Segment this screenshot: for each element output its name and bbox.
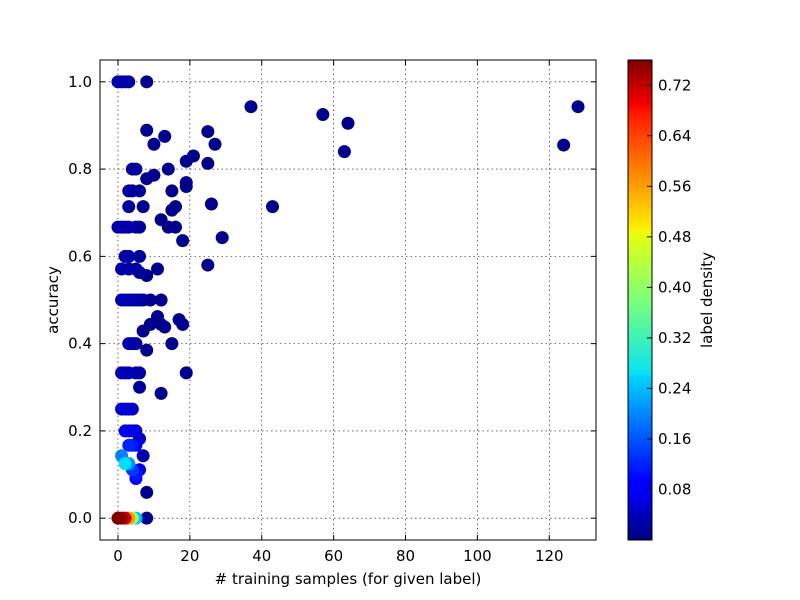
scatter-point — [136, 324, 150, 338]
y-tick-label: 0.0 — [68, 509, 92, 527]
scatter-point — [266, 200, 280, 214]
scatter-point — [122, 220, 136, 234]
colorbar-tick-label: 0.40 — [658, 278, 691, 296]
scatter-point — [215, 231, 229, 245]
scatter-point — [341, 116, 355, 130]
x-axis-ticks: 0 20 40 60 80 100 120 — [113, 60, 564, 565]
scatter-point — [204, 197, 218, 211]
x-axis-title: # training samples (for given label) — [215, 570, 482, 588]
scatter-point — [179, 366, 193, 380]
scatter-point — [201, 125, 215, 139]
scatter-point — [154, 386, 168, 400]
grid-lines — [100, 60, 596, 540]
scatter-point — [165, 184, 179, 198]
colorbar-tick-label: 0.08 — [658, 480, 691, 498]
scatter-point — [122, 75, 136, 89]
scatter-point — [122, 424, 136, 438]
colorbar-tick-label: 0.56 — [658, 177, 691, 195]
scatter-point — [118, 457, 132, 471]
scatter-point — [165, 337, 179, 351]
scatter-point — [136, 200, 150, 214]
x-tick-label: 0 — [113, 547, 123, 565]
scatter-point — [122, 293, 136, 307]
x-tick-label: 80 — [396, 547, 415, 565]
colorbar-tick-label: 0.32 — [658, 329, 691, 347]
x-tick-label: 20 — [180, 547, 199, 565]
scatter-point — [133, 184, 147, 198]
scatter-point — [133, 249, 147, 263]
colorbar-tick-label: 0.72 — [658, 76, 691, 94]
scatter-point — [165, 203, 179, 217]
scatter-point — [151, 262, 165, 276]
scatter-point — [133, 266, 147, 280]
scatter-point — [111, 511, 125, 525]
scatter-point — [140, 75, 154, 89]
scatter-point — [316, 108, 330, 122]
y-axis-title: accuracy — [44, 266, 62, 334]
scatter-point — [201, 258, 215, 272]
scatter-point — [133, 380, 147, 394]
y-tick-label: 1.0 — [68, 73, 92, 91]
scatter-point — [147, 168, 161, 182]
colorbar-tick-label: 0.16 — [658, 430, 691, 448]
scatter-point — [122, 200, 136, 214]
y-tick-label: 0.8 — [68, 160, 92, 178]
colorbar-tick-label: 0.24 — [658, 379, 691, 397]
scatter-point — [129, 162, 143, 176]
x-tick-label: 40 — [252, 547, 271, 565]
scatter-point — [140, 511, 154, 525]
scatter-point — [179, 154, 193, 168]
colorbar-tick-label: 0.64 — [658, 127, 691, 145]
colorbar-tick-label: 0.48 — [658, 228, 691, 246]
scatter-point — [168, 220, 182, 234]
colorbar — [627, 59, 653, 541]
scatter-point — [176, 317, 190, 331]
scatter-point — [133, 220, 147, 234]
scatter-point — [176, 234, 190, 248]
scatter-point — [122, 262, 136, 276]
x-tick-label: 60 — [324, 547, 343, 565]
scatter-point — [179, 180, 193, 194]
scatter-point — [244, 100, 258, 114]
scatter-point — [122, 366, 136, 380]
y-tick-label: 0.2 — [68, 422, 92, 440]
scatter-point — [122, 249, 136, 263]
colorbar-ticks: 0.08 0.16 0.24 0.32 0.40 0.48 0.56 0.64 0.72 — [647, 76, 691, 498]
x-tick-label: 120 — [535, 547, 564, 565]
scatter-point — [158, 129, 172, 143]
scatter-point — [201, 156, 215, 170]
y-axis-ticks: 0.0 0.2 0.4 0.6 0.8 1.0 — [68, 73, 596, 527]
scatter-point — [136, 449, 150, 463]
scatter-point — [140, 485, 154, 499]
x-tick-label: 100 — [463, 547, 492, 565]
colorbar-title: label density — [698, 252, 716, 348]
scatter-point — [208, 137, 222, 151]
scatter-point — [571, 100, 585, 114]
scatter-point — [125, 337, 139, 351]
scatter-point — [158, 320, 172, 334]
scatter-point — [147, 137, 161, 151]
scatter-point — [161, 162, 175, 176]
data-points — [111, 75, 585, 525]
scatter-point — [154, 293, 168, 307]
scatter-point — [557, 138, 571, 152]
plot-frame — [99, 59, 597, 541]
scatter-point — [337, 145, 351, 159]
scatter-point — [122, 438, 136, 452]
scatter-point — [140, 123, 154, 137]
y-tick-label: 0.4 — [68, 335, 92, 353]
scatter-point — [140, 343, 154, 357]
scatter-point — [122, 402, 136, 416]
y-tick-label: 0.6 — [68, 247, 92, 265]
